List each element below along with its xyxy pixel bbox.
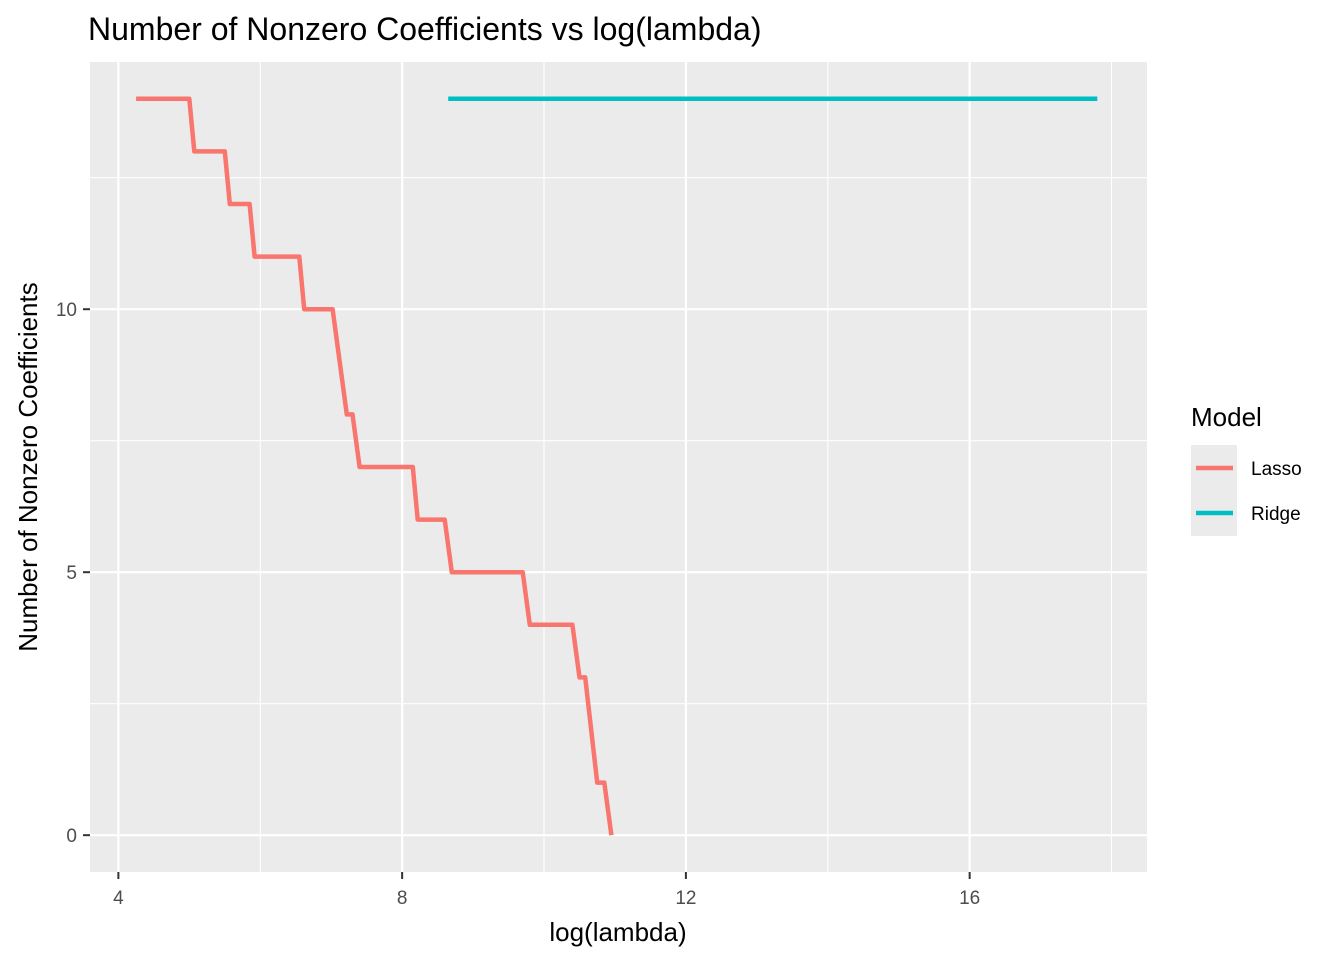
series-line-lasso — [136, 96, 614, 836]
x-axis-title: log(lambda) — [549, 917, 686, 947]
x-tick-label: 8 — [397, 888, 408, 909]
y-tick-label: 0 — [66, 826, 77, 847]
legend-label-ridge: Ridge — [1251, 504, 1301, 525]
y-tick-label: 10 — [56, 300, 77, 321]
x-tick-label: 16 — [959, 888, 980, 909]
legend-key-background — [1191, 445, 1237, 536]
plot-panel — [90, 62, 1147, 872]
legend-label-lasso: Lasso — [1251, 459, 1302, 480]
series-layer — [136, 96, 1098, 836]
x-axis: 4 8 12 16 — [113, 872, 980, 909]
x-tick-label: 4 — [113, 888, 124, 909]
chart-title: Number of Nonzero Coefficients vs log(la… — [88, 11, 761, 47]
legend-items: Lasso Ridge — [1196, 459, 1302, 525]
grid-minor — [90, 62, 1147, 872]
legend-title: Model — [1191, 402, 1262, 432]
y-tick-label: 5 — [66, 563, 77, 584]
x-tick-label: 12 — [675, 888, 696, 909]
y-axis-title: Number of Nonzero Coefficients — [13, 282, 43, 651]
y-axis: 0 5 10 — [56, 300, 90, 847]
legend: Model Lasso Ridge — [1191, 402, 1302, 536]
